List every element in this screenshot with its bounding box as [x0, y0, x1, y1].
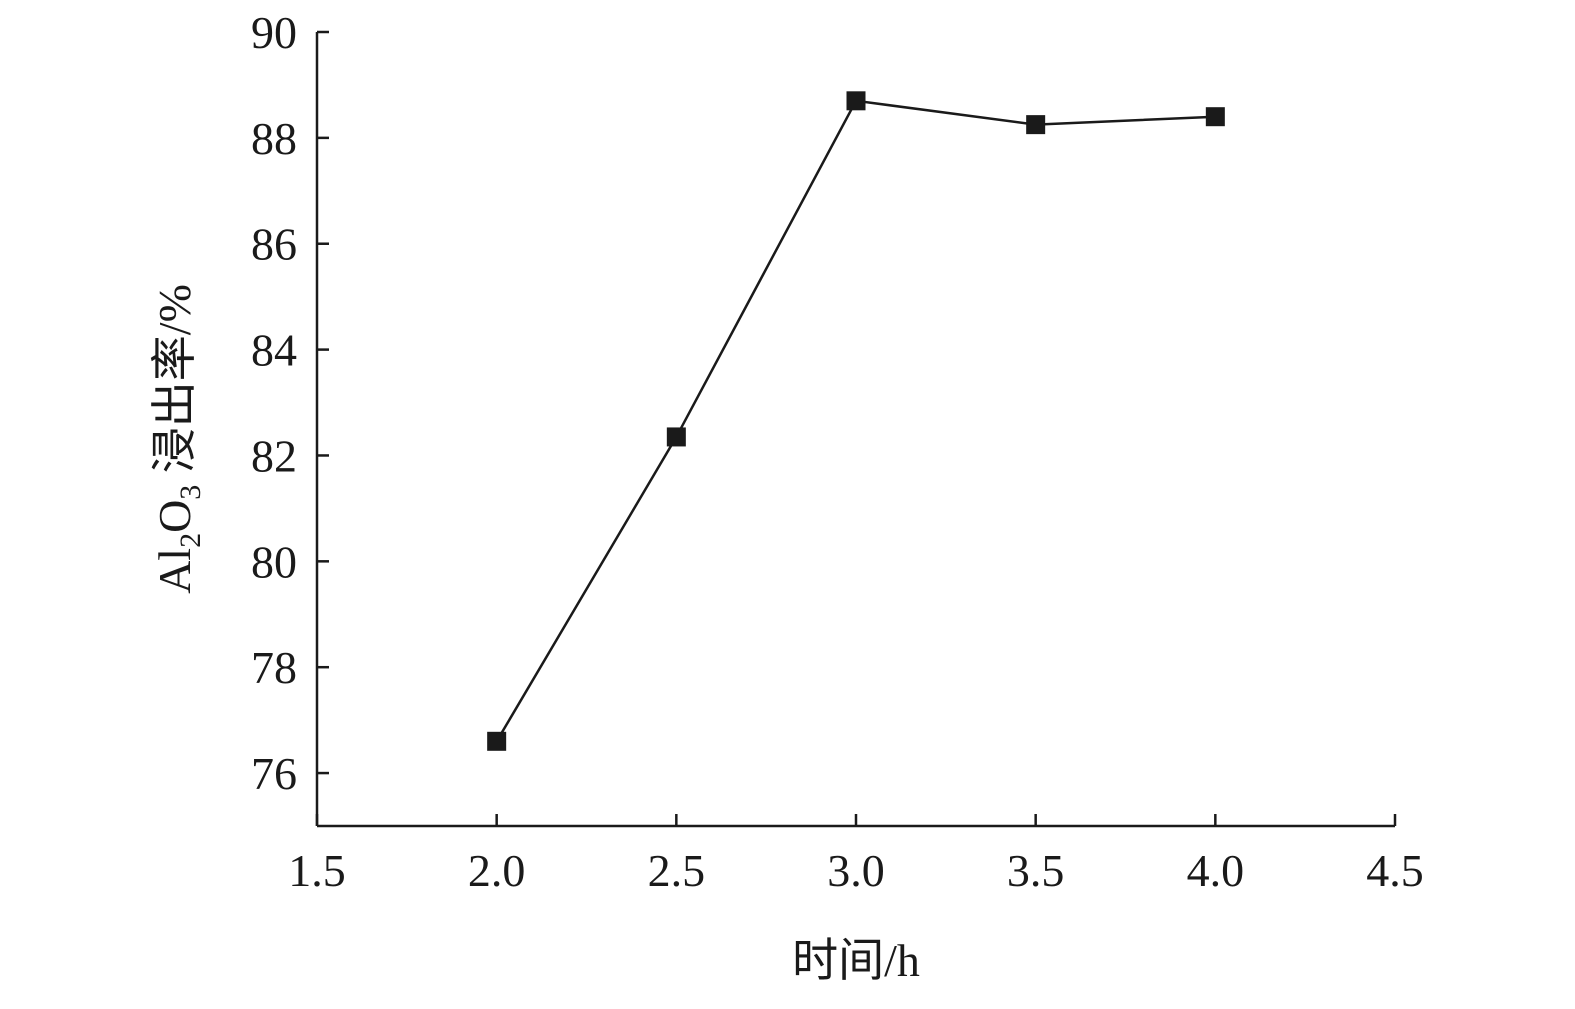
y-tick-label: 78	[251, 642, 297, 693]
y-axis-title: Al2O3 浸出率/%	[149, 284, 207, 594]
series-line	[495, 99, 1216, 742]
y-tick-label: 88	[251, 113, 297, 164]
x-tick-label: 4.5	[1366, 845, 1424, 896]
data-point-marker	[1205, 107, 1225, 127]
x-tick-label: 3.5	[1007, 845, 1065, 896]
x-tick-label: 1.5	[288, 845, 346, 896]
data-point-marker	[666, 427, 686, 447]
y-axis-title-subscript-2: 3	[174, 485, 207, 500]
y-tick-label: 82	[251, 430, 297, 481]
y-axis-title-middle: O	[149, 500, 200, 533]
data-point-marker	[846, 91, 866, 111]
y-axis-title-prefix: Al	[149, 548, 200, 594]
series	[487, 91, 1225, 751]
x-tick-label: 2.0	[468, 845, 526, 896]
data-point-marker	[1026, 115, 1046, 135]
y-axis-title-suffix: 浸出率/%	[149, 284, 200, 485]
y-tick-label: 80	[251, 536, 297, 587]
y-axis-ticks: 76 78 80 82 84 86 88 90	[251, 7, 329, 799]
data-point-marker	[487, 731, 507, 751]
y-tick-label: 90	[251, 7, 297, 58]
x-tick-label: 2.5	[648, 845, 706, 896]
axes	[315, 32, 1395, 828]
x-axis-title: 时间/h	[792, 935, 920, 986]
y-tick-label: 76	[251, 748, 297, 799]
x-tick-label: 4.0	[1187, 845, 1245, 896]
y-axis-title-subscript-1: 2	[174, 533, 207, 548]
x-tick-label: 3.0	[827, 845, 885, 896]
y-tick-label: 84	[251, 325, 297, 376]
y-tick-label: 86	[251, 219, 297, 270]
x-axis-ticks: 1.5 2.0 2.5 3.0 3.5 4.0 4.5	[288, 814, 1424, 896]
